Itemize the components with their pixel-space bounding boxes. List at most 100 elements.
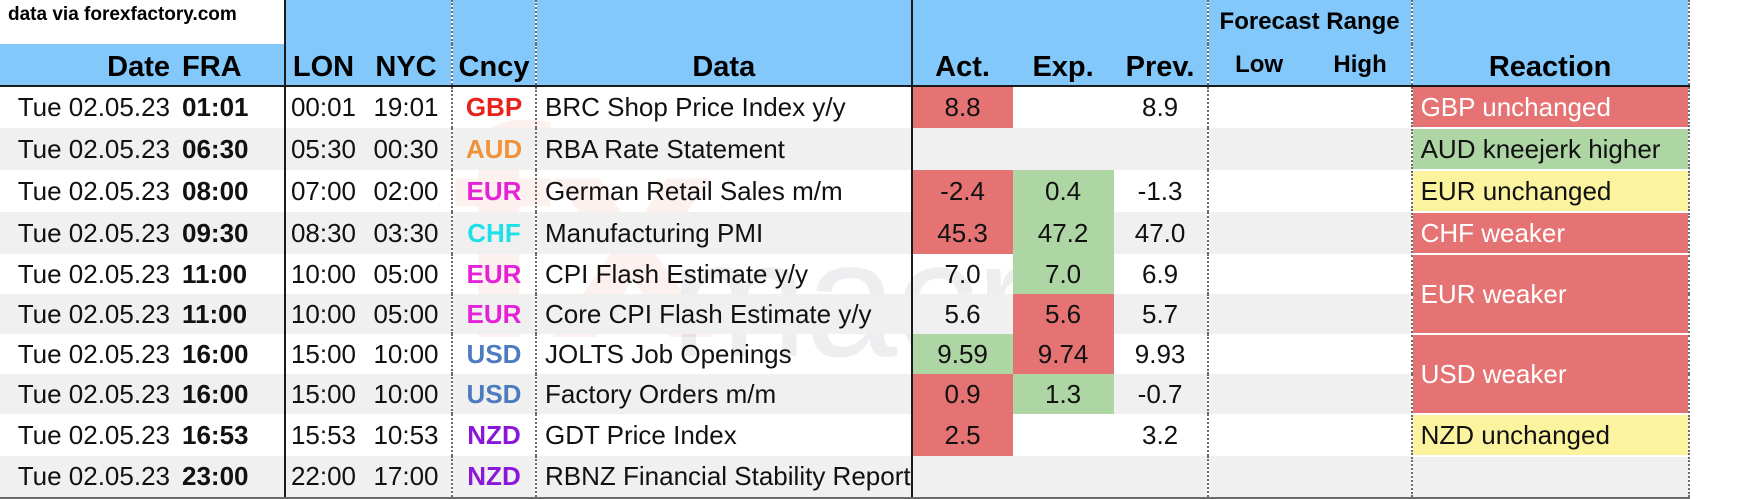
header-currency: Cncy — [451, 44, 536, 86]
cell-currency: USD — [451, 334, 536, 374]
table-row: Tue 02.05.23 11:00 10:00 05:00 EUR Core CPI F… — [0, 294, 1689, 334]
cell-date: Tue 02.05.23 — [0, 456, 178, 499]
header-reaction: Reaction — [1410, 44, 1690, 86]
cell-currency: AUD — [451, 128, 536, 170]
cell-lon-time: 15:00 — [284, 334, 361, 374]
cell-forecast-high — [1310, 170, 1412, 212]
table-row: Tue 02.05.23 08:00 07:00 02:00 EUR German Ret… — [0, 170, 1690, 213]
table-row: Tue 02.05.23 16:00 15:00 10:00 USD Factory Or… — [0, 374, 1689, 414]
cell-expected: 47.2 — [1012, 212, 1114, 254]
cell-reaction: EUR unchanged — [1410, 170, 1690, 213]
cell-fra-time: 23:00 — [178, 456, 286, 499]
cell-fra-time: 09:30 — [178, 212, 286, 254]
cell-expected: 7.0 — [1012, 254, 1114, 294]
cell-currency: EUR — [451, 294, 536, 334]
table-row: Tue 02.05.23 16:53 15:53 10:53 NZD GDT Price … — [0, 414, 1690, 457]
cell-actual: 0.9 — [910, 374, 1013, 414]
cell-forecast-low — [1206, 85, 1310, 128]
cell-lon-time: 22:00 — [284, 456, 361, 499]
cell-currency: GBP — [451, 85, 536, 128]
cell-fra-time: 01:01 — [178, 85, 286, 128]
cell-previous: 3.2 — [1142, 419, 1179, 450]
cell-expected: 9.74 — [1012, 334, 1114, 374]
cell-forecast-high — [1310, 254, 1412, 294]
cell-expected — [1013, 414, 1114, 456]
cell-forecast-high — [1309, 212, 1412, 254]
source-note: data via forexfactory.com — [0, 0, 286, 44]
cell-forecast-low — [1206, 128, 1310, 170]
cell-fra-time: 06:30 — [178, 128, 286, 170]
cell-previous: -0.7 — [1113, 374, 1208, 414]
header-low: Low — [1206, 44, 1310, 86]
cell-nyc-time: 10:00 — [361, 374, 452, 414]
cell-reaction: CHF weaker — [1410, 212, 1690, 255]
cell-previous — [1113, 456, 1208, 499]
cell-lon-time: 15:00 — [284, 374, 361, 414]
cell-event: GDT Price Index — [535, 414, 912, 456]
cell-date: Tue 02.05.23 — [0, 294, 178, 334]
cell-reaction: GBP unchanged — [1410, 85, 1690, 129]
cell-currency: USD — [451, 374, 536, 414]
cell-expected: 1.3 — [1012, 374, 1114, 414]
header-date: Date — [0, 44, 178, 86]
cell-nyc-time: 10:53 — [373, 419, 439, 450]
cell-event: JOLTS Job Openings — [535, 334, 912, 374]
cell-date: Tue 02.05.23 — [17, 175, 170, 206]
table-row: Tue 02.05.23 06:30 05:30 00:30 AUD RBA Rate S… — [0, 128, 1690, 171]
cell-date: Tue 02.05.23 — [0, 85, 178, 128]
cell-actual — [910, 456, 1013, 499]
header-expected: Exp. — [1012, 44, 1114, 86]
cell-nyc-time: 10:00 — [373, 338, 439, 369]
cell-fra-time: 08:00 — [178, 170, 286, 212]
cell-actual: 9.59 — [910, 334, 1013, 374]
cell-event: RBNZ Financial Stability Report — [535, 456, 912, 499]
cell-forecast-high — [1309, 374, 1412, 414]
cell-nyc-time: 19:01 — [361, 85, 452, 128]
cell-previous: -1.3 — [1137, 175, 1183, 206]
header-fra: FRA — [178, 44, 286, 86]
header-previous: Prev. — [1113, 44, 1208, 86]
cell-fra-time: 16:00 — [178, 374, 286, 414]
cell-actual: 2.5 — [910, 414, 1013, 456]
cell-lon-time: 00:01 — [284, 85, 361, 128]
cell-actual: 7.0 — [910, 254, 1013, 294]
header-actual: Act. — [910, 44, 1013, 86]
cell-forecast-high — [1309, 85, 1412, 128]
cell-actual — [910, 128, 1013, 170]
cell-nyc-time: 00:30 — [361, 128, 452, 170]
header-high: High — [1309, 44, 1412, 86]
table-row: Tue 02.05.23 01:01 00:01 19:01 GBP BRC Shop P… — [0, 85, 1690, 129]
cell-currency: NZD — [451, 414, 536, 456]
cell-nyc-time: 17:00 — [361, 456, 452, 499]
cell-forecast-high — [1310, 334, 1412, 374]
cell-expected — [1012, 128, 1114, 170]
cell-date: Tue 02.05.23 — [17, 338, 170, 369]
cell-previous: 5.7 — [1113, 294, 1208, 334]
cell-nyc-time: 02:00 — [373, 175, 439, 206]
cell-event: Factory Orders m/m — [535, 374, 912, 414]
cell-reaction: USD weaker — [1410, 334, 1690, 415]
cell-actual: -2.4 — [910, 170, 1013, 212]
cell-lon-time: 10:00 — [284, 294, 361, 334]
cell-forecast-low — [1206, 456, 1310, 499]
cell-expected — [1012, 85, 1114, 128]
cell-forecast-low — [1206, 334, 1310, 374]
cell-lon-time: 08:30 — [284, 212, 361, 254]
cell-lon-time: 15:53 — [284, 414, 361, 456]
cell-fra-time: 16:00 — [178, 334, 286, 374]
cell-nyc-time: 05:00 — [361, 294, 452, 334]
cell-actual: 45.3 — [910, 212, 1013, 254]
cell-expected: 0.4 — [1012, 170, 1114, 212]
header-forecast-range: Forecast Range — [1206, 0, 1412, 44]
cell-previous: 47.0 — [1113, 212, 1208, 254]
cell-event: Manufacturing PMI — [535, 212, 912, 254]
cell-previous — [1113, 128, 1208, 170]
cell-date: Tue 02.05.23 — [0, 374, 178, 414]
cell-forecast-low — [1206, 414, 1310, 456]
cell-reaction: EUR weaker — [1410, 254, 1690, 335]
cell-forecast-high — [1309, 294, 1412, 334]
cell-nyc-time: 05:00 — [373, 258, 439, 289]
cell-actual: 5.6 — [910, 294, 1013, 334]
cell-forecast-high — [1309, 128, 1412, 170]
cell-reaction — [1410, 456, 1690, 499]
